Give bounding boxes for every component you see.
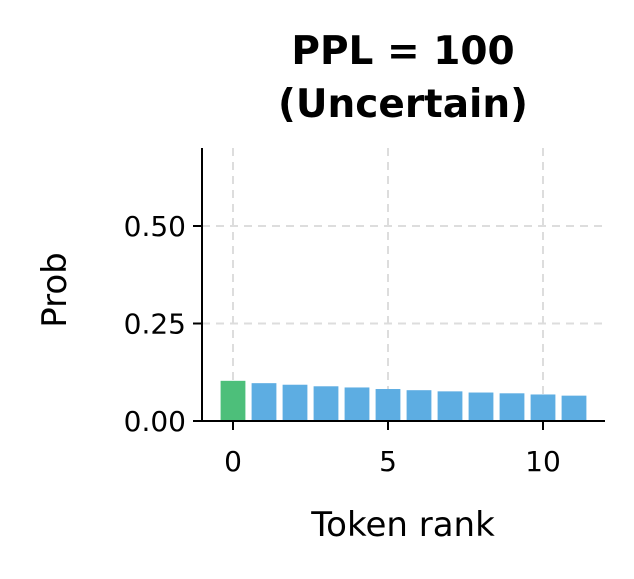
y-tick-label: 0.25 [124,308,186,341]
grid [202,148,605,422]
ticks: 0 5 10 0.00 0.25 0.50 [124,210,561,478]
x-tick-label: 10 [525,445,561,478]
bar [406,390,432,421]
bars [220,380,587,421]
bar [220,380,246,421]
chart-title-line-2: (Uncertain) [278,82,528,127]
bar [313,386,339,421]
bar [561,395,587,421]
bar [499,393,525,421]
bar [437,391,463,421]
bar [344,387,370,421]
chart-title-line-1: PPL = 100 [291,29,514,74]
bar [251,383,277,421]
axes [201,148,605,422]
x-tick-label: 5 [379,445,397,478]
x-axis-label: Token rank [310,505,495,545]
x-tick-label: 0 [224,445,242,478]
y-tick-label: 0.50 [124,210,186,243]
bar [282,384,308,421]
y-axis-label: Prob [35,252,75,328]
y-tick-label: 0.00 [124,405,186,438]
bar [530,394,556,421]
bar [375,389,401,421]
chart-title: PPL = 100 (Uncertain) [278,29,528,127]
bar [468,392,494,421]
